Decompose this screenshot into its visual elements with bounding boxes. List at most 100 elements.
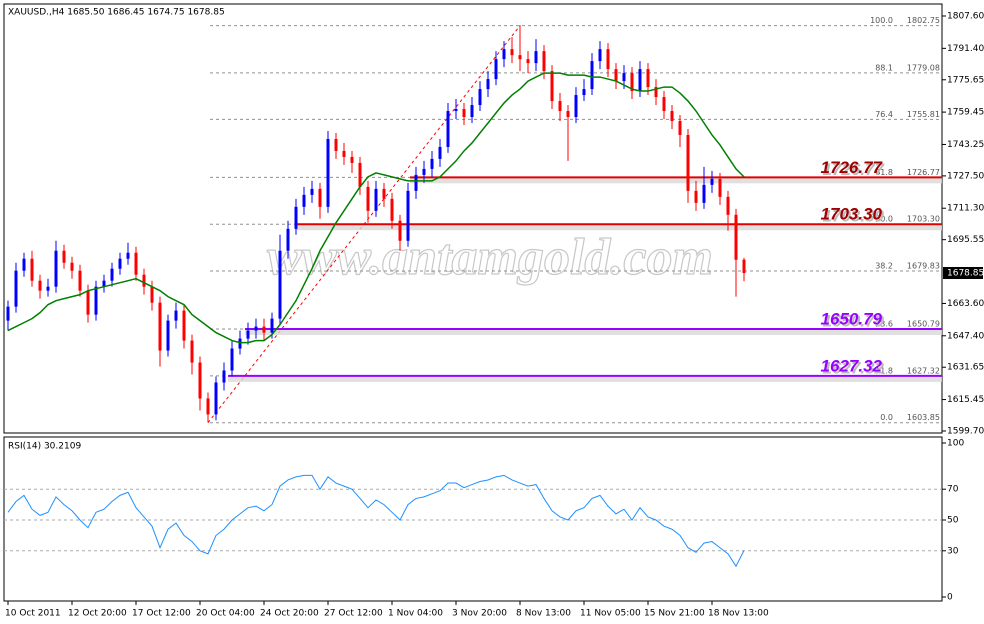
price-box — [943, 267, 983, 280]
candle-body — [638, 69, 642, 92]
y-tick-label: 1791.40 — [947, 44, 984, 54]
candle-body — [30, 258, 34, 281]
x-tick-label: 17 Oct 12:00 — [132, 609, 191, 619]
candle-body — [158, 302, 162, 351]
rsi-panel — [3, 436, 943, 602]
candle-body — [518, 55, 522, 60]
candle-body — [382, 188, 386, 199]
candle-body — [742, 259, 746, 274]
candle-body — [534, 51, 538, 64]
level-label: 1726.77 — [821, 158, 884, 177]
y-tick-label: 1599.70 — [947, 427, 984, 437]
candle-body — [118, 258, 122, 269]
candle-body — [182, 310, 186, 341]
level-shadow — [410, 178, 942, 184]
y-tick-label: 1727.50 — [947, 171, 984, 181]
candle-body — [734, 214, 738, 260]
level-label: 1627.32 — [821, 356, 883, 375]
x-tick-label: 10 Oct 2011 — [5, 609, 61, 619]
y-tick-label: 1775.65 — [947, 75, 984, 85]
chart-header: XAUUSD.,H4 1685.50 1686.45 1674.75 1678.… — [8, 8, 225, 18]
candle-body — [358, 162, 362, 187]
candle-body — [198, 362, 202, 399]
level-label-shadow: 1703.30 — [823, 207, 885, 226]
candle-body — [62, 250, 66, 263]
candle-body — [614, 69, 618, 82]
x-tick-label: 20 Oct 04:00 — [196, 609, 255, 619]
candle-body — [86, 290, 90, 315]
candle-body — [294, 206, 298, 229]
moving-average — [7, 72, 745, 344]
candle-body — [214, 382, 218, 415]
level-shadow — [245, 330, 942, 336]
candle-body — [278, 250, 282, 319]
x-tick-label: 8 Nov 13:00 — [516, 609, 571, 619]
candle-body — [326, 138, 330, 207]
candle-body — [526, 59, 530, 64]
candle-body — [694, 190, 698, 203]
y-tick-label: 1711.30 — [947, 204, 984, 214]
fib-ratio: 76.4 — [875, 110, 893, 119]
candle-body — [318, 188, 322, 207]
candle-body — [222, 370, 226, 383]
candle-body — [46, 286, 50, 291]
candle-body — [390, 198, 394, 221]
fib-ratio: 50.0 — [875, 215, 893, 224]
fib-value: 1779.08 — [907, 63, 940, 72]
candle-body — [446, 111, 450, 147]
candle-body — [230, 348, 234, 371]
candle-body — [590, 61, 594, 90]
candle-body — [102, 280, 106, 287]
candle-body — [150, 286, 154, 303]
fib-value: 1755.81 — [907, 110, 940, 119]
candle-body — [710, 178, 714, 185]
candle-body — [702, 184, 706, 203]
level-label-shadow: 1726.77 — [823, 160, 886, 179]
level-label: 1650.79 — [821, 310, 883, 329]
fib-value: 1627.32 — [907, 366, 940, 375]
candle-body — [558, 101, 562, 112]
candle-body — [14, 270, 18, 307]
candle-body — [270, 318, 274, 333]
level-label-shadow: 1650.79 — [823, 312, 885, 331]
candle-body — [190, 340, 194, 363]
candle-body — [606, 49, 610, 70]
candle-body — [654, 87, 658, 98]
candle-body — [550, 71, 554, 102]
fib-value: 1650.79 — [907, 320, 940, 329]
candle-body — [574, 95, 578, 118]
y-tick-label: 1663.60 — [947, 299, 984, 309]
candle-body — [374, 188, 378, 211]
fib-ratio: 38.2 — [875, 262, 893, 271]
candle-body — [598, 49, 602, 62]
candle-body — [542, 51, 546, 72]
x-tick-label: 24 Oct 20:00 — [260, 609, 319, 619]
x-tick-label: 15 Nov 21:00 — [644, 609, 705, 619]
candle-body — [686, 134, 690, 191]
y-tick-label: 70 — [947, 485, 959, 495]
candle-body — [502, 49, 506, 60]
rsi-line — [7, 474, 745, 568]
y-tick-label: 30 — [947, 546, 959, 556]
candle-body — [78, 270, 82, 291]
candle-body — [510, 49, 514, 56]
candle-body — [430, 158, 434, 169]
y-tick-label: 1759.45 — [947, 108, 984, 118]
candle-body — [342, 150, 346, 157]
level-shadow — [228, 376, 942, 382]
y-tick-label: 1743.25 — [947, 140, 984, 150]
candle-body — [166, 320, 170, 351]
fib-value: 1802.75 — [907, 16, 940, 25]
candle-body — [286, 228, 290, 251]
candle-body — [366, 186, 370, 211]
candle-body — [454, 109, 458, 112]
x-tick-label: 12 Oct 20:00 — [68, 609, 127, 619]
candle-body — [438, 146, 442, 159]
candle-body — [662, 97, 666, 112]
y-tick-label: 1807.60 — [947, 12, 984, 22]
candle-body — [414, 174, 418, 191]
fib-value: 1703.30 — [907, 215, 940, 224]
fib-ratio: 61.8 — [875, 168, 893, 177]
y-tick-label: 1631.65 — [947, 363, 984, 373]
fib-ratio: 23.6 — [875, 320, 893, 329]
